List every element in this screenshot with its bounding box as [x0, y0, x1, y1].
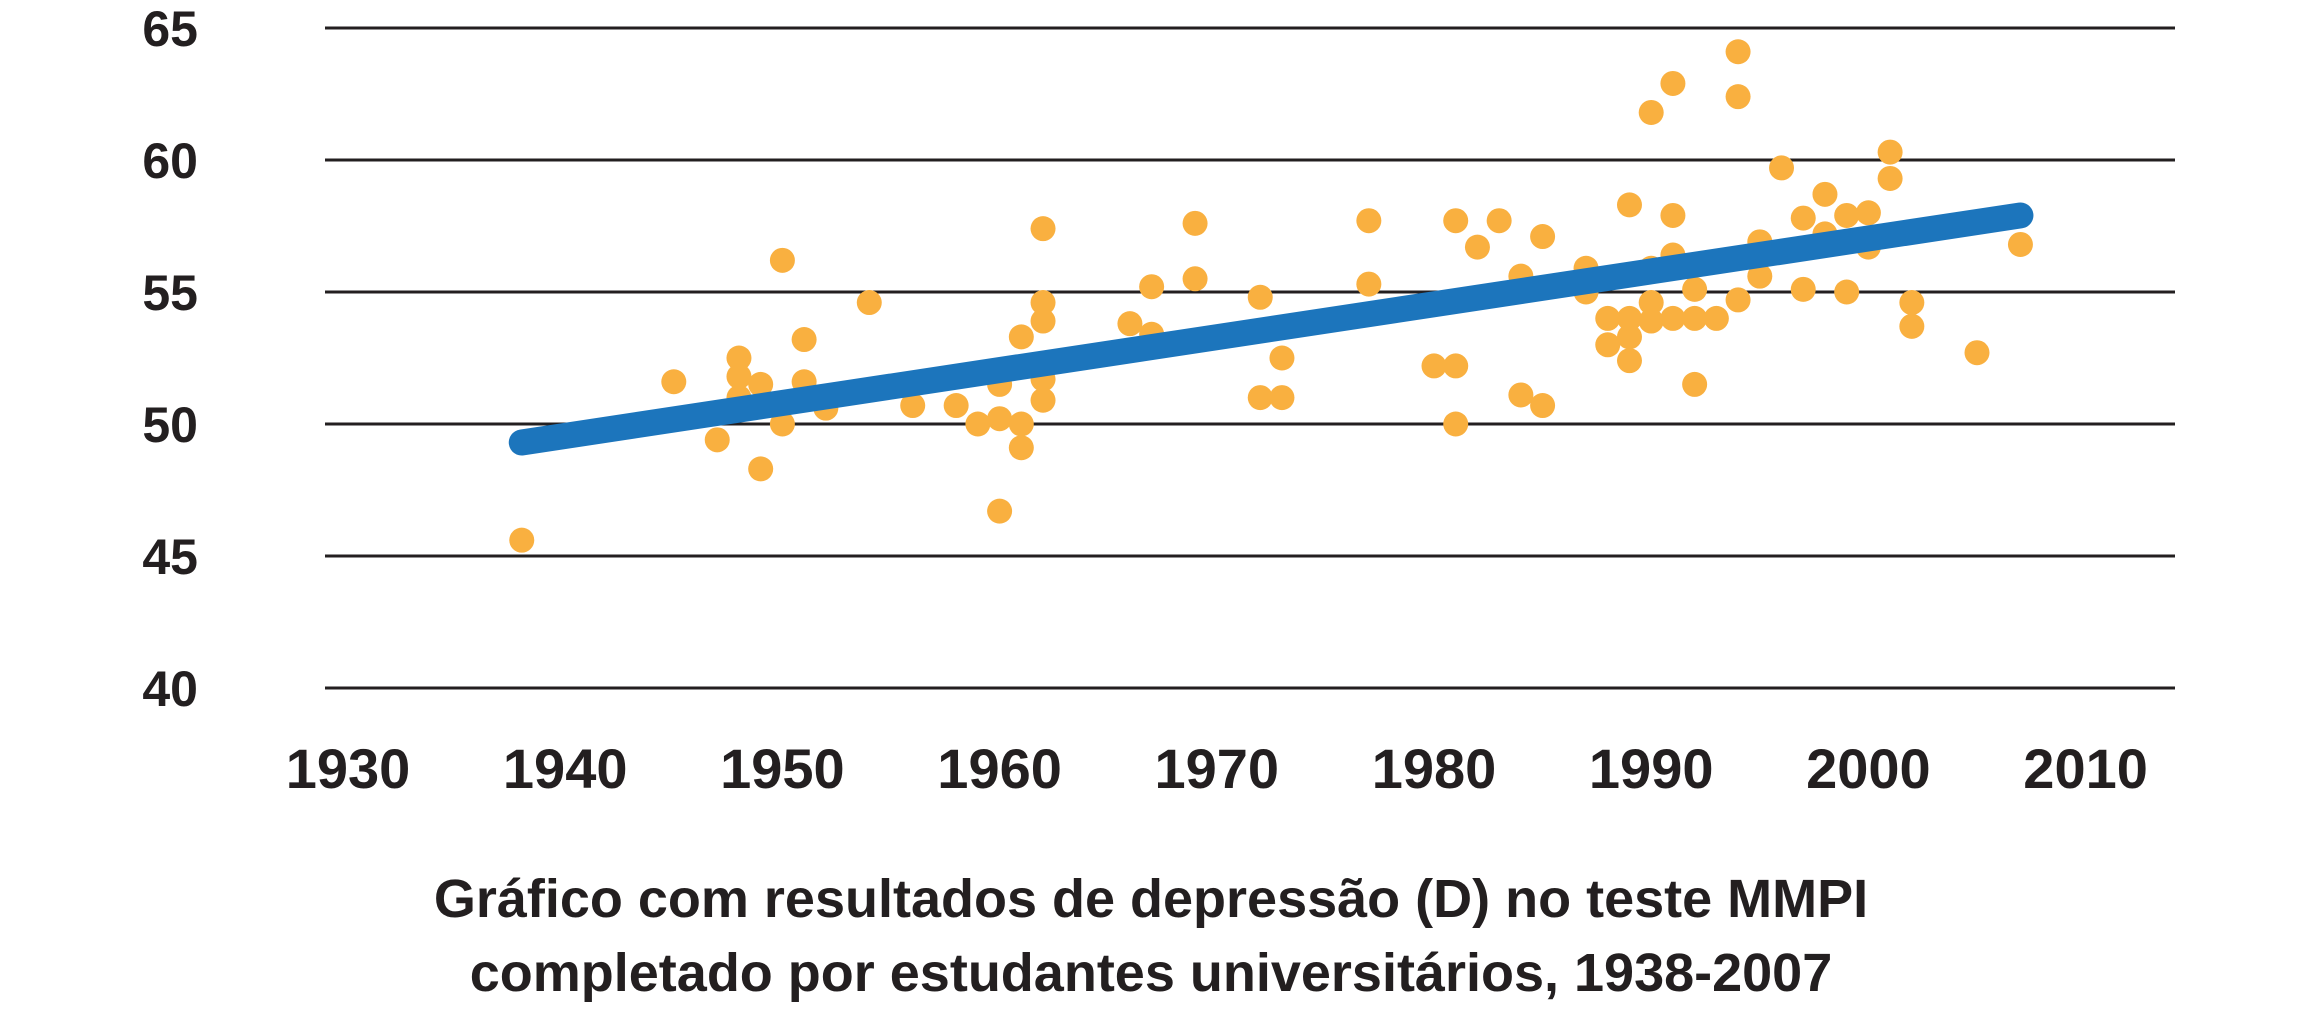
x-tick-label: 2000: [1806, 737, 1931, 800]
data-point: [1530, 224, 1556, 250]
x-axis-ticks: 1930 1940 1950 1960 1970 1980 1990 2000 2010: [286, 737, 2148, 800]
data-point: [1616, 192, 1642, 218]
data-point: [1008, 411, 1034, 437]
data-point: [1703, 305, 1729, 331]
data-point: [1247, 284, 1273, 310]
data-point: [1486, 208, 1512, 234]
x-tick-label: 1960: [937, 737, 1062, 800]
data-point: [704, 427, 730, 453]
chart-caption-line-2: completado por estudantes universitários…: [469, 943, 1833, 1003]
data-point: [1269, 345, 1295, 371]
data-point: [1139, 274, 1165, 300]
data-point: [748, 371, 774, 397]
data-point: [1008, 324, 1034, 350]
data-point: [1660, 202, 1686, 228]
data-point: [1182, 266, 1208, 292]
data-point: [1855, 200, 1881, 226]
data-point: [987, 406, 1013, 432]
data-point: [1899, 313, 1925, 339]
data-point: [1030, 387, 1056, 413]
data-point: [1638, 99, 1664, 125]
data-point: [1595, 305, 1621, 331]
data-point: [1899, 290, 1925, 316]
data-point: [769, 247, 795, 273]
y-tick-label: 45: [142, 529, 198, 585]
data-point: [1725, 287, 1751, 313]
trend-line-group: [508, 202, 2034, 456]
trend-line: [508, 202, 2034, 456]
data-point: [1508, 382, 1534, 408]
x-tick-label: 1950: [720, 737, 845, 800]
y-tick-label: 55: [142, 265, 198, 321]
x-tick-label: 1940: [503, 737, 628, 800]
data-point: [1356, 208, 1382, 234]
data-point: [1834, 202, 1860, 228]
data-point: [1356, 271, 1382, 297]
x-tick-label: 1990: [1589, 737, 1714, 800]
data-point: [1616, 305, 1642, 331]
data-point: [1682, 276, 1708, 302]
data-point: [726, 363, 752, 389]
data-point: [1877, 165, 1903, 191]
data-point: [1008, 435, 1034, 461]
data-point: [1443, 411, 1469, 437]
data-point: [900, 393, 926, 419]
data-point: [1030, 290, 1056, 316]
data-point: [661, 369, 687, 395]
data-point: [1464, 234, 1490, 260]
data-point: [1595, 332, 1621, 358]
data-point: [769, 411, 795, 437]
data-point: [1443, 353, 1469, 379]
data-point: [1747, 263, 1773, 289]
data-point: [943, 393, 969, 419]
gridlines: [325, 26, 2175, 690]
data-point: [1616, 348, 1642, 374]
data-point: [748, 456, 774, 482]
chart-caption-line-1: Gráfico com resultados de depressão (D) …: [433, 869, 1869, 929]
x-tick-label: 2010: [2023, 737, 2148, 800]
data-point: [1682, 305, 1708, 331]
scatter-chart: 65 60 55 50 45 40 1930 1940 1950 1960 1970 1980 199…: [142, 1, 2175, 800]
data-point: [1877, 139, 1903, 165]
data-point: [1269, 385, 1295, 411]
data-point: [1182, 210, 1208, 236]
data-point: [1660, 70, 1686, 96]
data-point: [1638, 308, 1664, 334]
data-point: [2007, 231, 2033, 257]
data-point: [987, 498, 1013, 524]
data-point: [1247, 385, 1273, 411]
data-point: [1030, 216, 1056, 242]
data-point: [1812, 181, 1838, 207]
data-point: [509, 527, 535, 553]
data-point: [1638, 290, 1664, 316]
y-tick-label: 60: [142, 133, 198, 189]
y-tick-label: 65: [142, 1, 198, 57]
data-point: [791, 327, 817, 353]
x-tick-label: 1930: [286, 737, 411, 800]
data-point: [1964, 340, 1990, 366]
data-point: [1421, 353, 1447, 379]
x-tick-label: 1970: [1155, 737, 1280, 800]
data-point: [856, 290, 882, 316]
data-points: [509, 39, 2033, 553]
data-point: [1790, 205, 1816, 231]
data-point: [1117, 311, 1143, 337]
data-point: [1530, 393, 1556, 419]
data-point: [1725, 84, 1751, 110]
x-tick-label: 1980: [1372, 737, 1497, 800]
data-point: [1725, 39, 1751, 65]
y-axis-ticks: 65 60 55 50 45 40: [142, 1, 198, 717]
data-point: [726, 345, 752, 371]
data-point: [1790, 276, 1816, 302]
y-tick-label: 50: [142, 397, 198, 453]
data-point: [1030, 308, 1056, 334]
data-point: [1834, 279, 1860, 305]
y-tick-label: 40: [142, 661, 198, 717]
data-point: [1660, 305, 1686, 331]
data-point: [1443, 208, 1469, 234]
data-point: [1682, 371, 1708, 397]
data-point: [965, 411, 991, 437]
data-point: [1769, 155, 1795, 181]
data-point: [1616, 324, 1642, 350]
